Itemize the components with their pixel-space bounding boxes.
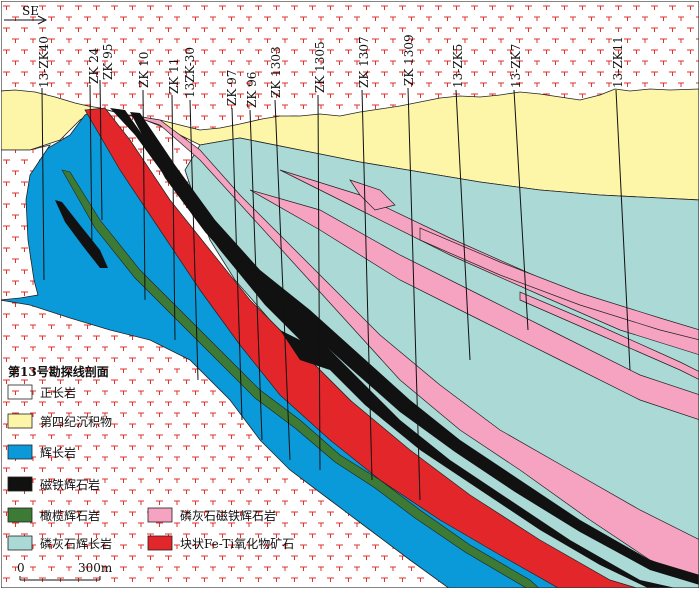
borehole-label: 13-ZK11 [611, 36, 625, 88]
borehole-label: ZK 1307 [357, 36, 371, 88]
legend-swatch-gabbro [7, 444, 33, 460]
legend-swatch-magnetite [7, 476, 33, 492]
borehole-label: 13-ZK7 [509, 44, 523, 88]
apatite-magnetite-bands [129, 114, 699, 580]
legend-swatch-olivine [7, 507, 33, 523]
olivine-clinopyroxenite [61, 169, 540, 588]
direction-label: SE [22, 4, 39, 18]
scale-bar: 0 300m [17, 561, 113, 581]
legend-swatch-syenite [7, 384, 33, 400]
syenite-lower-left [1, 299, 450, 588]
scale-end-label: 300m [78, 561, 113, 575]
legend-label: 正长岩 [40, 385, 76, 400]
direction-indicator: SE [4, 4, 48, 25]
borehole-labels: 13-ZK40 ZK 24 ZK 95 ZK 10 ZK 11 13ZK-30 … [37, 34, 625, 108]
magnetite-lens [55, 200, 108, 268]
borehole-label: ZK 10 [137, 52, 151, 88]
fe-ti-ore [84, 107, 638, 588]
borehole-label: ZK 96 [245, 72, 259, 108]
legend-label: 磁铁辉石岩 [40, 477, 100, 492]
legend: 第13号勘探线剖面 正长岩 第四纪沉积物 辉长岩 磁铁辉石岩 橄榄辉石岩 磷灰石… [7, 364, 294, 551]
borehole-label: 13-ZK40 [37, 36, 51, 88]
legend-label: 磷灰石磁铁辉石岩 [180, 508, 276, 523]
borehole-label: ZK 95 [101, 44, 115, 80]
legend-label: 辉长岩 [40, 445, 76, 460]
legend-swatch-quaternary [7, 413, 33, 429]
borehole-label: ZK 1303 [269, 46, 283, 98]
legend-label: 第四纪沉积物 [40, 415, 112, 429]
syenite-upper-left [1, 144, 51, 301]
borehole-traces [41, 79, 631, 501]
borehole-label: 13ZK-30 [183, 47, 197, 98]
legend-swatch-fe-ti-ore [147, 535, 173, 551]
borehole-label: ZK 1309 [402, 34, 416, 86]
legend-label: 橄榄辉石岩 [40, 508, 100, 523]
magnetite-clinopyroxenite [110, 108, 699, 588]
legend-title: 第13号勘探线剖面 [8, 364, 109, 379]
borehole-label: ZK 11 [167, 58, 181, 94]
borehole-label: ZK 1305 [313, 41, 327, 93]
borehole-label: ZK 97 [225, 70, 239, 106]
legend-swatch-apatite-magnetite [147, 507, 173, 523]
legend-label: 磷灰石辉长岩 [40, 536, 112, 551]
legend-swatch-apatite-gabbro [7, 535, 33, 551]
legend-label: 块状Fe-Ti氧化物矿石 [180, 537, 294, 551]
scale-start-label: 0 [17, 561, 25, 575]
borehole-label: 13-ZK5 [451, 44, 465, 88]
borehole-label: ZK 24 [87, 47, 101, 84]
